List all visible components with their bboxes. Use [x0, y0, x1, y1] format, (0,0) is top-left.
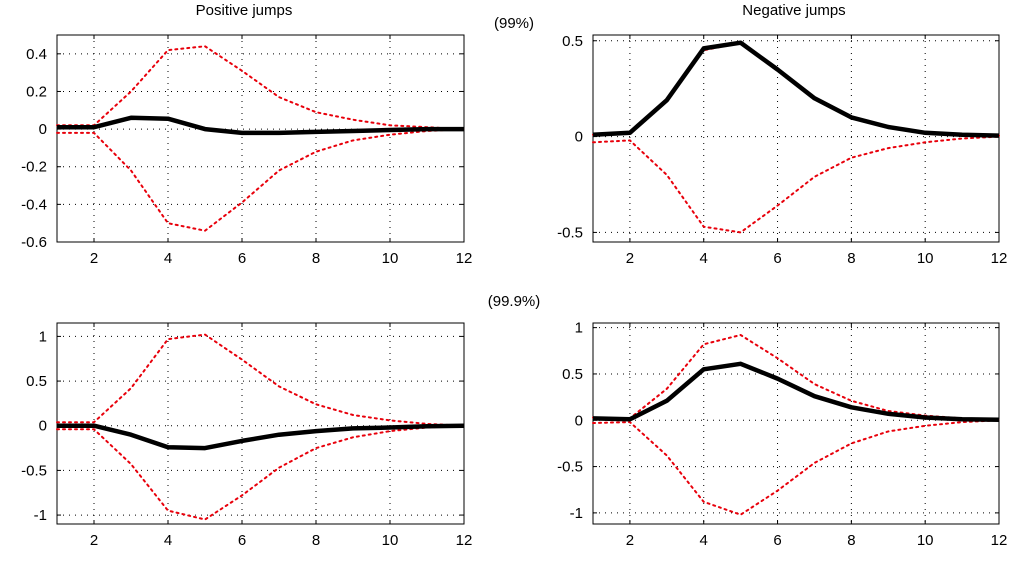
y-tick-label: -0.5	[557, 224, 583, 241]
lower-band-line	[592, 419, 1000, 516]
y-tick-label: -1	[570, 505, 583, 522]
row-label-99: (99%)	[494, 15, 534, 32]
y-tick-label: -0.5	[21, 462, 47, 479]
y-tick-label: 0.5	[26, 373, 47, 390]
y-tick-label: -0.5	[557, 459, 583, 476]
x-tick-label: 12	[456, 250, 473, 267]
panel-positive-99: 2 4 6 8 10 12 0.4 0.2 0 -0.2 -0.4 -0.6	[21, 34, 473, 267]
y-tick-label: 0	[575, 412, 583, 429]
x-tick-label: 6	[238, 250, 246, 267]
y-tick-label: -0.2	[21, 159, 47, 176]
y-tick-label: -0.4	[21, 196, 47, 213]
title-positive-jumps: Positive jumps	[196, 2, 293, 19]
x-tick-label: 8	[847, 250, 855, 267]
x-tick-label: 2	[90, 250, 98, 267]
x-tick-label: 10	[382, 250, 399, 267]
y-tick-label: 1	[575, 320, 583, 337]
x-tick-label: 6	[773, 250, 781, 267]
x-tick-label: 4	[700, 250, 708, 267]
y-tick-label: 0.5	[562, 366, 583, 383]
x-tick-label: 2	[90, 532, 98, 549]
x-tick-label: 10	[382, 532, 399, 549]
y-tick-label: 0	[39, 121, 47, 138]
panel-positive-99-9: 2 4 6 8 10 12 1 0.5 0 -0.5 -1	[21, 322, 473, 549]
y-tick-label: 1	[39, 328, 47, 345]
x-tick-label: 12	[991, 250, 1008, 267]
upper-band-line	[56, 45, 465, 131]
y-tick-label: 0.5	[562, 33, 583, 50]
upper-band-line	[56, 333, 465, 427]
x-tick-label: 2	[626, 250, 634, 267]
y-tick-label: 0.2	[26, 83, 47, 100]
x-tick-label: 12	[991, 532, 1008, 549]
y-tick-label: -0.6	[21, 234, 47, 251]
x-tick-label: 10	[917, 532, 934, 549]
x-tick-label: 8	[312, 532, 320, 549]
title-negative-jumps: Negative jumps	[742, 2, 845, 19]
x-tick-label: 4	[700, 532, 708, 549]
lower-band-line	[56, 424, 465, 521]
y-tick-label: 0.4	[26, 46, 47, 63]
axes-frame	[592, 34, 1000, 243]
x-tick-label: 12	[456, 532, 473, 549]
x-tick-label: 6	[773, 532, 781, 549]
panel-negative-99: 2 4 6 8 10 12 0.5 0 -0.5	[557, 33, 1007, 267]
upper-band-line	[592, 41, 1000, 137]
axes-frame	[56, 34, 465, 243]
panel-negative-99-9: 2 4 6 8 10 12 1 0.5 0 -0.5 -1	[557, 320, 1007, 549]
lower-band-line	[56, 128, 465, 232]
x-tick-label: 6	[238, 532, 246, 549]
x-tick-label: 10	[917, 250, 934, 267]
grid	[593, 323, 999, 524]
grid	[57, 323, 464, 524]
y-tick-label: 0	[39, 418, 47, 435]
axes-frame	[56, 322, 465, 525]
grid	[593, 35, 999, 242]
x-tick-label: 4	[164, 250, 172, 267]
y-tick-label: 0	[575, 129, 583, 146]
x-tick-label: 2	[626, 532, 634, 549]
x-tick-label: 8	[847, 532, 855, 549]
impulse-response-line	[57, 115, 464, 136]
impulse-response-line	[592, 40, 1000, 138]
impulse-response-line	[592, 361, 1000, 423]
y-tick-label: -1	[34, 507, 47, 524]
impulse-response-line	[57, 423, 465, 451]
lower-band-line	[592, 135, 1000, 234]
x-tick-label: 4	[164, 532, 172, 549]
x-tick-label: 8	[312, 250, 320, 267]
axes-frame	[592, 322, 1000, 525]
row-label-99-9: (99.9%)	[488, 293, 541, 310]
grid	[57, 35, 464, 242]
